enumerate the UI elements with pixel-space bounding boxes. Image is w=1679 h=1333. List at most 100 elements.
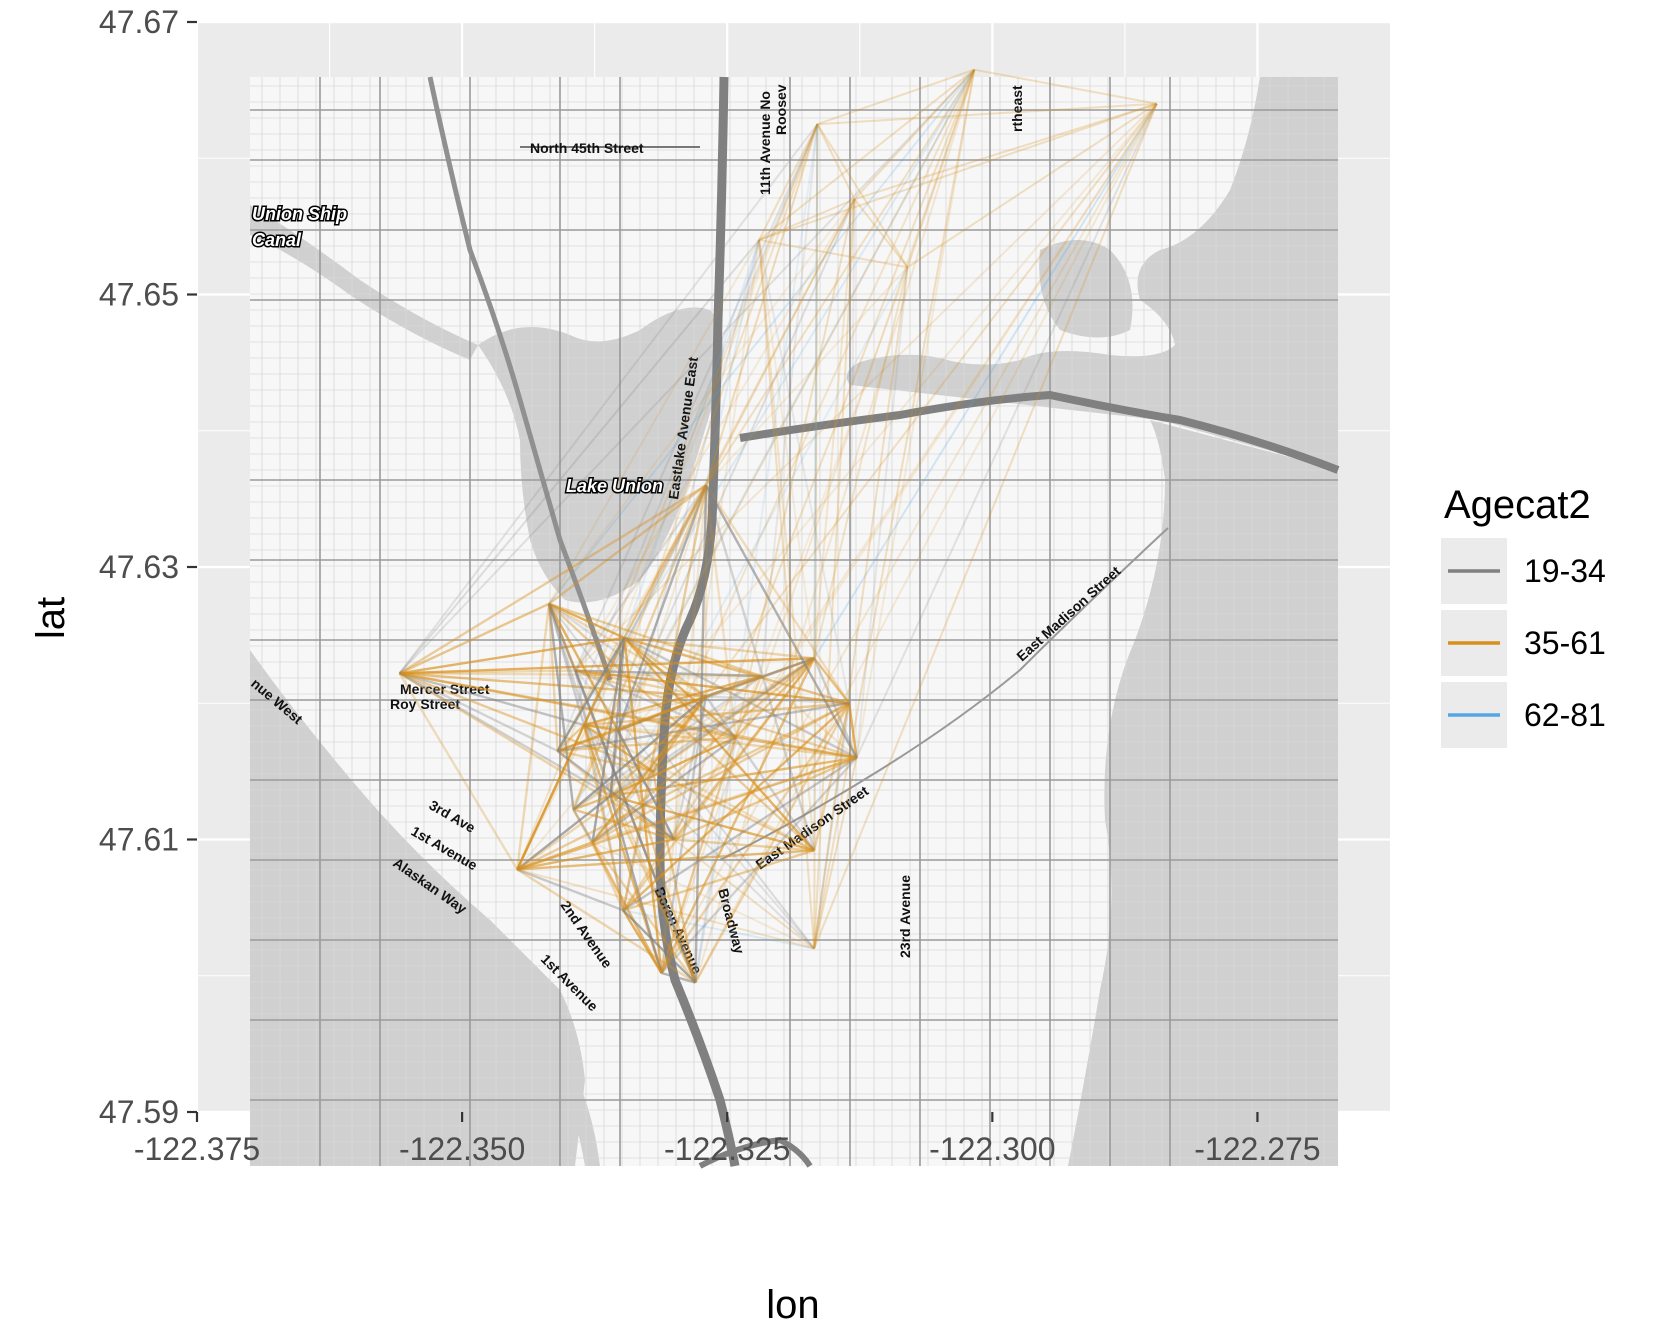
route	[622, 909, 663, 974]
route	[399, 672, 654, 773]
route	[622, 736, 737, 912]
route	[591, 637, 626, 843]
route	[735, 736, 857, 759]
route	[399, 672, 559, 753]
route	[813, 124, 819, 949]
route	[855, 103, 1158, 759]
map-label: rtheast	[1009, 85, 1025, 132]
route	[516, 657, 815, 871]
route	[575, 669, 737, 739]
y-axis-title: lat	[29, 597, 73, 639]
route	[813, 657, 858, 759]
route	[548, 69, 976, 605]
route	[609, 637, 626, 797]
route	[617, 198, 856, 731]
route	[623, 636, 707, 698]
route	[516, 756, 857, 871]
route	[557, 736, 736, 753]
route	[547, 603, 612, 797]
route	[617, 695, 707, 732]
route	[813, 267, 909, 659]
x-tick-label: -122.375	[134, 1131, 260, 1167]
route	[652, 695, 707, 773]
route	[760, 124, 819, 677]
route	[516, 868, 697, 984]
route	[583, 724, 676, 841]
route	[652, 770, 815, 852]
route	[516, 603, 551, 870]
route	[854, 102, 1158, 201]
route	[609, 695, 707, 797]
route	[623, 239, 760, 639]
route	[705, 239, 761, 486]
route	[575, 669, 857, 759]
y-tick-label: 47.63	[99, 549, 179, 585]
plot-panel: North 45th Street Union Ship Canal Lake Uni…	[195, 20, 1390, 1169]
legend-label: 19-34	[1524, 553, 1606, 589]
route	[575, 669, 762, 678]
route	[660, 103, 1158, 974]
route	[660, 69, 976, 974]
route	[557, 702, 850, 753]
route	[651, 771, 697, 983]
route	[548, 603, 815, 950]
route	[660, 702, 851, 974]
route	[517, 838, 675, 871]
route	[906, 69, 976, 268]
route	[398, 239, 760, 674]
x-tick-label: -122.325	[664, 1131, 790, 1167]
route	[622, 909, 697, 984]
route	[622, 103, 1158, 911]
route	[557, 695, 707, 753]
route	[622, 849, 815, 912]
route	[582, 484, 708, 726]
x-axis: -122.375 -122.350 -122.325 -122.300 -122.275	[134, 1112, 1321, 1167]
route	[705, 266, 909, 486]
union-bay	[1039, 240, 1133, 338]
route	[516, 794, 612, 871]
route	[624, 636, 850, 705]
route	[705, 657, 815, 698]
y-tick-label: 47.59	[99, 1094, 179, 1130]
route	[398, 672, 519, 871]
map-label: North 45th Street	[530, 140, 644, 156]
x-tick-label: -122.275	[1194, 1131, 1320, 1167]
route	[694, 702, 851, 984]
sr-99	[427, 76, 613, 681]
sr-520	[739, 390, 1340, 474]
route	[591, 103, 1158, 843]
route	[547, 603, 575, 810]
route	[974, 68, 1157, 105]
route	[813, 69, 976, 949]
map-label: 23rd Avenue	[897, 875, 913, 958]
route	[758, 239, 851, 704]
route	[694, 103, 1158, 984]
route	[660, 756, 858, 974]
route	[616, 484, 708, 731]
route	[557, 749, 654, 773]
route	[906, 102, 1158, 269]
route	[652, 657, 815, 773]
route	[813, 103, 1158, 949]
route	[673, 239, 761, 840]
route	[583, 724, 654, 773]
route	[622, 756, 858, 912]
route	[557, 729, 619, 753]
route	[813, 657, 851, 704]
legend-label: 35-61	[1524, 625, 1606, 661]
legend: Agecat2 19-34 35-61 62-81	[1441, 483, 1606, 748]
route	[652, 69, 976, 772]
route	[758, 239, 816, 659]
route	[694, 69, 976, 983]
basemap: North 45th Street Union Ship Canal Lake Uni…	[248, 76, 1340, 1169]
route	[574, 123, 819, 671]
route	[758, 102, 1158, 241]
route	[548, 198, 856, 605]
route	[622, 702, 850, 912]
route	[616, 730, 697, 983]
route	[574, 103, 1158, 672]
route	[583, 723, 619, 732]
route	[622, 657, 816, 912]
route	[704, 485, 737, 738]
